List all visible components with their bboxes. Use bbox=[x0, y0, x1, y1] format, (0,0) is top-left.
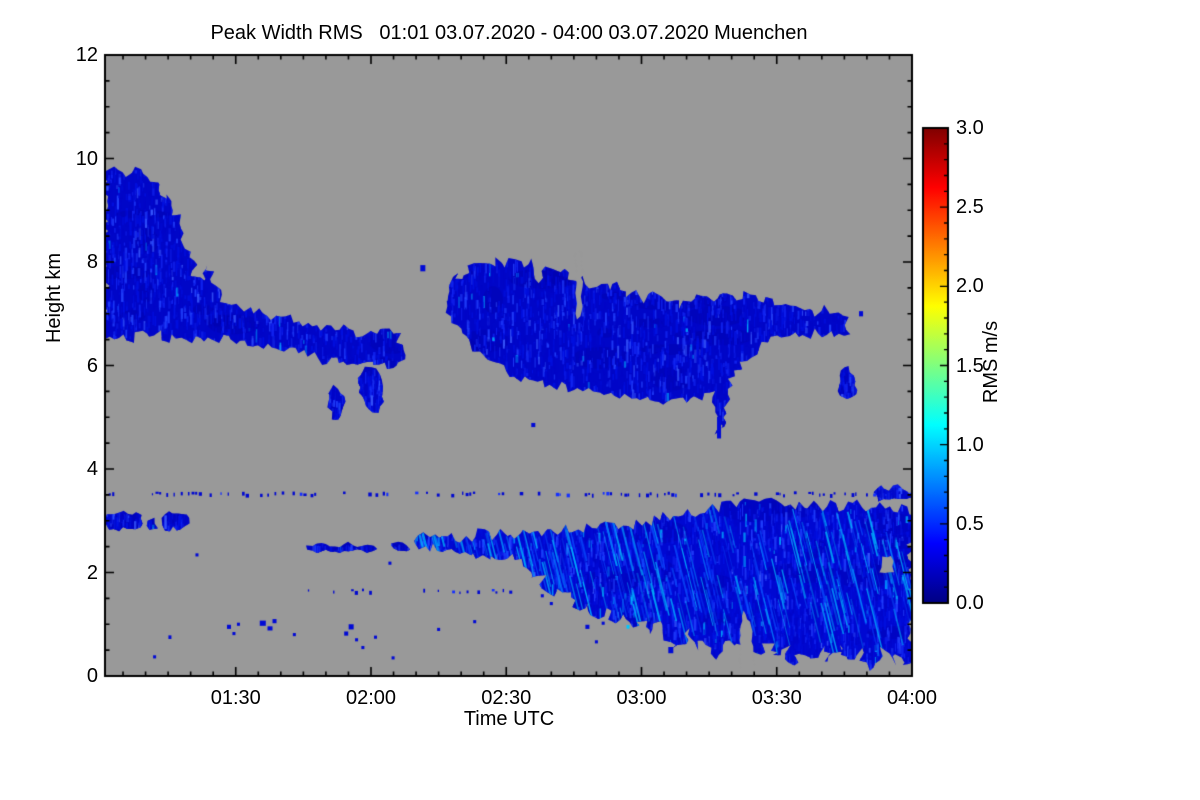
y-tick-label: 10 bbox=[75, 147, 98, 170]
y-tick-label: 2 bbox=[86, 561, 98, 584]
colorbar-tick-label: 3.0 bbox=[956, 117, 984, 139]
plot-title: Peak Width RMS 01:01 03.07.2020 - 04:00 … bbox=[210, 22, 808, 44]
colorbar-tick-label: 2.5 bbox=[956, 196, 984, 219]
x-tick-label: 02:00 bbox=[345, 687, 397, 709]
colorbar-tick-label: 1.5 bbox=[956, 354, 984, 377]
y-tick-label: 6 bbox=[86, 354, 98, 377]
y-tick-label: 4 bbox=[86, 458, 98, 480]
y-tick-label: 12 bbox=[75, 44, 98, 66]
y-tick-label: 0 bbox=[86, 665, 98, 687]
x-tick-label: 03:30 bbox=[751, 687, 802, 709]
x-tick-label: 02:30 bbox=[481, 687, 532, 709]
x-tick-label: 03:00 bbox=[616, 687, 667, 709]
colorbar-tick-label: 0.5 bbox=[956, 512, 984, 535]
colorbar-tick-label: 0.0 bbox=[956, 592, 984, 614]
colorbar-tick-label: 2.0 bbox=[956, 275, 984, 298]
y-axis-label: Height km bbox=[43, 252, 65, 344]
x-tick-label: 01:30 bbox=[210, 687, 261, 709]
x-tick-label: 04:00 bbox=[886, 687, 938, 709]
colorbar-tick-label: 1.0 bbox=[956, 433, 984, 456]
x-axis-label: Time UTC bbox=[463, 708, 555, 730]
y-tick-label: 8 bbox=[86, 251, 98, 273]
